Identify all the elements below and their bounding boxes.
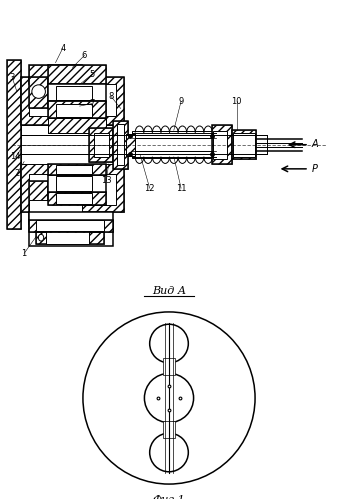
Bar xyxy=(48,84,106,101)
Bar xyxy=(21,164,124,212)
Bar xyxy=(48,101,106,118)
Bar xyxy=(29,200,82,212)
Bar xyxy=(36,220,104,231)
Bar xyxy=(48,118,106,133)
Bar xyxy=(36,232,104,244)
Ellipse shape xyxy=(39,234,44,241)
Text: 9: 9 xyxy=(178,97,184,106)
Bar xyxy=(29,212,114,246)
Text: 14: 14 xyxy=(10,152,21,161)
Text: 8: 8 xyxy=(108,92,114,101)
Bar xyxy=(163,358,175,375)
Bar xyxy=(48,101,106,118)
Text: 12: 12 xyxy=(144,184,155,193)
Text: 4: 4 xyxy=(60,43,65,52)
Circle shape xyxy=(150,324,188,363)
Bar xyxy=(48,118,106,133)
Text: 1: 1 xyxy=(22,249,27,258)
Bar xyxy=(117,124,124,165)
Bar xyxy=(89,128,114,162)
Bar xyxy=(29,212,82,225)
Bar xyxy=(125,134,135,156)
Bar xyxy=(29,212,82,225)
Text: 6: 6 xyxy=(82,51,87,60)
Bar xyxy=(29,77,48,108)
Bar xyxy=(213,131,227,159)
Bar xyxy=(55,176,92,191)
Text: P: P xyxy=(311,164,317,174)
Bar xyxy=(48,164,106,175)
Bar xyxy=(21,77,124,125)
Circle shape xyxy=(32,191,45,205)
Bar xyxy=(21,135,267,154)
Bar xyxy=(29,181,48,212)
Text: 10: 10 xyxy=(231,97,242,106)
Text: A: A xyxy=(311,139,318,149)
Bar xyxy=(48,192,106,205)
Bar xyxy=(233,133,255,157)
Text: Фиг.1: Фиг.1 xyxy=(153,495,185,499)
Text: 7: 7 xyxy=(89,99,94,108)
Text: 13: 13 xyxy=(101,177,112,186)
Bar xyxy=(21,164,124,212)
Circle shape xyxy=(83,312,255,484)
Bar xyxy=(125,134,135,156)
Bar xyxy=(232,130,256,159)
Bar xyxy=(36,232,104,244)
Text: 2: 2 xyxy=(14,169,20,178)
Text: Вид А: Вид А xyxy=(152,285,186,295)
Bar xyxy=(48,65,106,84)
Bar xyxy=(213,125,232,164)
Bar xyxy=(46,231,89,244)
Bar xyxy=(48,65,106,84)
Bar xyxy=(21,77,124,125)
Bar xyxy=(89,128,114,162)
Bar xyxy=(29,84,116,116)
Bar xyxy=(131,131,216,158)
Bar xyxy=(55,85,92,100)
Bar xyxy=(29,174,116,205)
Bar xyxy=(21,125,124,164)
Bar xyxy=(48,175,106,192)
Bar xyxy=(232,130,256,159)
Bar xyxy=(29,84,82,99)
Bar xyxy=(29,77,48,108)
Text: 3: 3 xyxy=(9,73,15,82)
Bar xyxy=(163,421,175,438)
Bar xyxy=(94,133,108,157)
Bar xyxy=(29,65,82,84)
Text: 5: 5 xyxy=(89,70,94,79)
Bar xyxy=(29,220,114,232)
Bar xyxy=(48,118,106,133)
Bar xyxy=(29,181,48,212)
Bar xyxy=(114,121,128,169)
Bar xyxy=(48,192,106,205)
Bar xyxy=(55,193,92,204)
Text: 11: 11 xyxy=(176,184,186,193)
Bar xyxy=(7,60,21,229)
Bar xyxy=(55,165,92,174)
Circle shape xyxy=(150,433,188,472)
Bar xyxy=(131,138,216,152)
Bar xyxy=(114,121,128,169)
Circle shape xyxy=(144,373,194,423)
Bar xyxy=(213,125,232,164)
Bar xyxy=(29,220,114,232)
Bar xyxy=(48,164,106,175)
Bar xyxy=(7,60,21,229)
Circle shape xyxy=(32,85,45,98)
Bar xyxy=(29,65,82,84)
Bar xyxy=(55,104,92,117)
